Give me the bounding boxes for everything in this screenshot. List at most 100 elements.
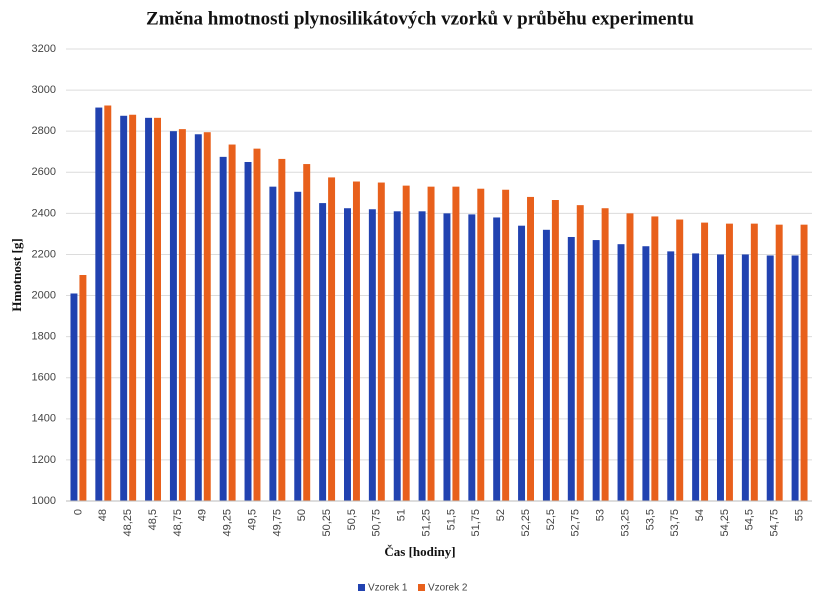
bar bbox=[303, 164, 311, 501]
bar bbox=[393, 211, 401, 502]
bar bbox=[294, 191, 302, 502]
bar bbox=[145, 117, 153, 501]
x-tick-label: 53,25 bbox=[619, 509, 631, 537]
x-tick-label: 51,25 bbox=[420, 509, 432, 537]
bar bbox=[278, 158, 286, 501]
bar bbox=[427, 186, 435, 501]
bar bbox=[592, 240, 600, 501]
x-tick-label: 54,25 bbox=[719, 509, 731, 537]
bar bbox=[576, 205, 584, 502]
x-tick-label: 48,25 bbox=[122, 509, 134, 537]
x-tick-label: 55 bbox=[793, 509, 805, 521]
bar bbox=[377, 182, 385, 501]
bar bbox=[368, 209, 376, 501]
bar bbox=[452, 186, 460, 501]
bar bbox=[178, 129, 186, 502]
bar bbox=[527, 196, 534, 501]
bar bbox=[443, 213, 451, 501]
y-tick-label: 1200 bbox=[32, 454, 56, 466]
bar bbox=[741, 254, 749, 501]
bar bbox=[418, 211, 426, 502]
bar bbox=[228, 144, 236, 501]
bar bbox=[617, 244, 625, 501]
bar bbox=[725, 223, 733, 502]
bar bbox=[717, 254, 724, 501]
y-tick-label: 1600 bbox=[32, 372, 56, 384]
bar bbox=[701, 222, 709, 502]
bar bbox=[502, 189, 510, 501]
bar bbox=[551, 200, 559, 501]
y-tick-label: 2000 bbox=[32, 289, 56, 301]
bar bbox=[194, 134, 202, 501]
y-tick-label: 2600 bbox=[32, 166, 56, 178]
x-tick-label: 51 bbox=[396, 509, 408, 521]
bar bbox=[344, 208, 351, 501]
bar bbox=[269, 186, 277, 501]
x-tick-label: 49,5 bbox=[246, 509, 258, 530]
bar bbox=[70, 293, 78, 501]
x-tick-label: 53,5 bbox=[644, 509, 656, 530]
bar bbox=[626, 213, 634, 501]
bar bbox=[766, 255, 774, 501]
bar bbox=[319, 203, 327, 501]
y-tick-label: 2200 bbox=[32, 248, 56, 260]
bar bbox=[477, 188, 485, 501]
bar bbox=[775, 224, 783, 501]
x-tick-label: 48 bbox=[97, 509, 109, 521]
bar bbox=[601, 208, 609, 501]
x-tick-label: 52 bbox=[495, 509, 507, 521]
bar bbox=[692, 253, 700, 501]
bar bbox=[104, 105, 112, 501]
y-tick-label: 1800 bbox=[32, 331, 56, 343]
bar bbox=[154, 117, 161, 501]
y-tick-label: 3000 bbox=[32, 84, 56, 96]
bar bbox=[95, 107, 103, 502]
bar bbox=[203, 132, 211, 501]
x-tick-label: 50 bbox=[296, 509, 308, 521]
x-tick-label: 52,5 bbox=[545, 509, 557, 530]
bar bbox=[651, 216, 659, 502]
bar bbox=[642, 246, 650, 501]
x-tick-label: 54,5 bbox=[744, 509, 756, 530]
bar bbox=[79, 275, 87, 501]
bar bbox=[129, 114, 137, 501]
x-tick-label: 50,5 bbox=[346, 509, 358, 530]
chart-title: Změna hmotnosti plynosilikátových vzorků… bbox=[146, 8, 694, 29]
y-tick-label: 1000 bbox=[32, 495, 56, 507]
bar bbox=[667, 251, 675, 501]
y-tick-label: 3200 bbox=[32, 43, 56, 55]
bar bbox=[542, 229, 550, 502]
x-tick-label: 52,25 bbox=[520, 509, 532, 537]
x-tick-label: 53 bbox=[595, 509, 607, 521]
bar bbox=[352, 181, 360, 501]
x-tick-label: 54,75 bbox=[769, 509, 781, 537]
legend-label: Vzorek 2 bbox=[428, 583, 468, 594]
y-tick-label: 2400 bbox=[32, 207, 56, 219]
bar bbox=[244, 162, 252, 501]
y-tick-label: 1400 bbox=[32, 413, 56, 425]
bar bbox=[676, 219, 684, 501]
bar bbox=[567, 236, 575, 501]
bar bbox=[493, 217, 501, 502]
bar bbox=[800, 224, 808, 501]
bar bbox=[253, 148, 261, 502]
y-axis-title: Hmotnost [g] bbox=[9, 238, 24, 311]
x-tick-label: 49,75 bbox=[271, 509, 283, 537]
x-axis-title: Čas [hodiny] bbox=[384, 544, 455, 559]
legend-swatch bbox=[358, 584, 365, 591]
bar bbox=[750, 223, 758, 502]
legend-swatch bbox=[418, 584, 425, 591]
bar bbox=[120, 115, 128, 501]
bar bbox=[169, 131, 177, 501]
bar bbox=[518, 225, 526, 501]
x-tick-label: 49,25 bbox=[222, 509, 234, 537]
bar bbox=[402, 185, 410, 502]
bar bbox=[468, 214, 476, 501]
bar bbox=[328, 177, 336, 501]
x-tick-label: 50,25 bbox=[321, 509, 333, 537]
x-tick-label: 52,75 bbox=[570, 509, 582, 537]
x-tick-label: 49 bbox=[197, 509, 209, 521]
x-tick-label: 54 bbox=[694, 509, 706, 521]
legend-label: Vzorek 1 bbox=[368, 583, 408, 594]
x-tick-label: 51,75 bbox=[470, 509, 482, 537]
